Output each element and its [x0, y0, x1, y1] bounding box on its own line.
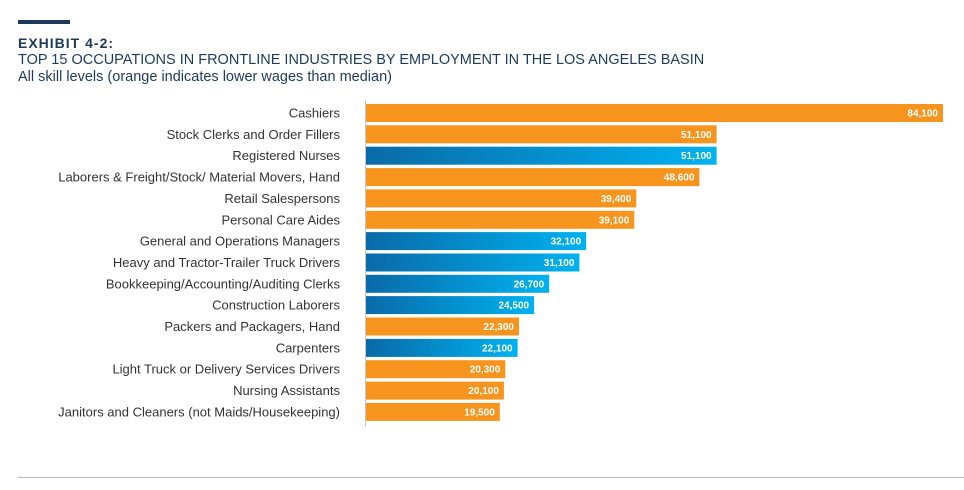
- category-label-3: Laborers & Freight/Stock/ Material Mover…: [58, 170, 340, 185]
- header-accent-rule: [18, 20, 70, 24]
- bar-11: [366, 338, 518, 357]
- category-label-12: Light Truck or Delivery Services Drivers: [112, 362, 340, 377]
- bar-3: [366, 168, 700, 187]
- bar-6: [366, 232, 587, 251]
- bar-2: [366, 146, 717, 165]
- category-label-9: Construction Laborers: [212, 298, 340, 313]
- bar-14: [366, 402, 500, 421]
- bar-5: [366, 210, 635, 229]
- chart-title: TOP 15 OCCUPATIONS IN FRONTLINE INDUSTRI…: [18, 52, 705, 68]
- value-label-6: 32,100: [551, 237, 582, 248]
- category-label-7: Heavy and Tractor-Trailer Truck Drivers: [113, 255, 341, 270]
- category-label-8: Bookkeeping/Accounting/Auditing Clerks: [106, 276, 341, 291]
- value-label-7: 31,100: [544, 258, 575, 269]
- bars-group: Cashiers 84,100 Stock Clerks and Order Fil…: [58, 104, 943, 421]
- bar-4: [366, 189, 637, 208]
- value-label-11: 22,100: [482, 343, 513, 354]
- value-label-10: 22,300: [483, 322, 514, 333]
- bar-8: [366, 274, 550, 293]
- category-label-14: Janitors and Cleaners (not Maids/Houseke…: [58, 404, 340, 419]
- category-label-6: General and Operations Managers: [140, 234, 341, 249]
- value-label-14: 19,500: [464, 407, 495, 418]
- value-label-2: 51,100: [681, 151, 712, 162]
- bar-1: [366, 125, 717, 144]
- bar-12: [366, 360, 506, 379]
- chart-subtitle: All skill levels (orange indicates lower…: [18, 69, 392, 85]
- value-label-12: 20,300: [470, 365, 501, 376]
- bar-10: [366, 317, 519, 336]
- category-label-4: Retail Salespersons: [224, 191, 340, 206]
- category-label-5: Personal Care Aides: [221, 212, 340, 227]
- value-label-1: 51,100: [681, 130, 712, 141]
- exhibit-label: EXHIBIT 4-2:: [18, 35, 115, 51]
- bar-0: [366, 104, 943, 122]
- category-label-0: Cashiers: [289, 106, 341, 121]
- value-label-13: 20,100: [468, 386, 499, 397]
- bar-13: [366, 381, 504, 400]
- value-label-3: 48,600: [664, 173, 695, 184]
- category-label-10: Packers and Packagers, Hand: [164, 319, 340, 334]
- category-label-1: Stock Clerks and Order Fillers: [167, 127, 341, 142]
- value-label-5: 39,100: [599, 215, 630, 226]
- value-label-0: 84,100: [907, 109, 938, 120]
- value-label-9: 24,500: [499, 301, 530, 312]
- value-label-8: 26,700: [514, 279, 545, 290]
- bar-7: [366, 253, 580, 272]
- bar-9: [366, 296, 535, 315]
- category-label-2: Registered Nurses: [232, 148, 340, 163]
- category-label-13: Nursing Assistants: [233, 383, 340, 398]
- value-label-4: 39,400: [601, 194, 632, 205]
- bottom-divider: [18, 477, 964, 478]
- category-label-11: Carpenters: [276, 340, 341, 355]
